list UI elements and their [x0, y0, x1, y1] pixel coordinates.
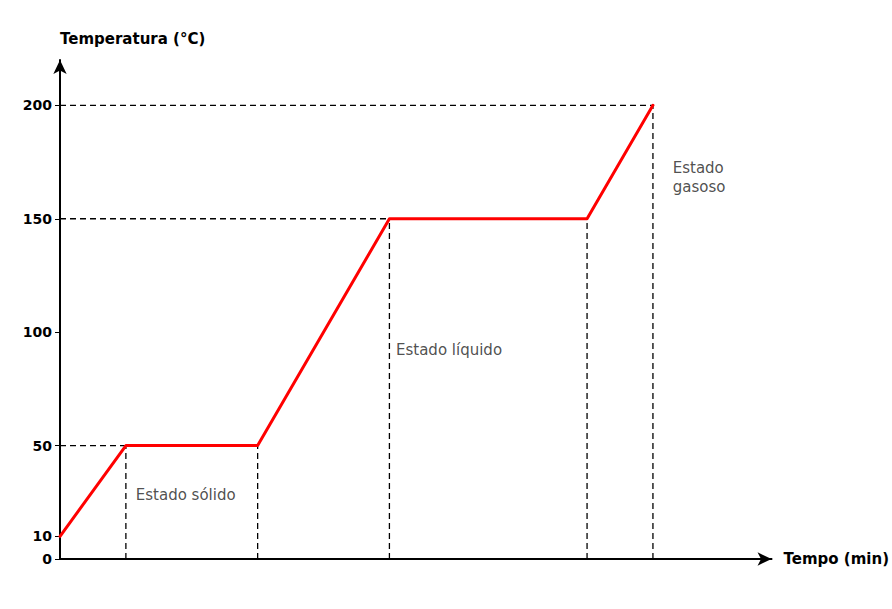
svg-text:0: 0 — [42, 551, 52, 567]
svg-text:Estado: Estado — [673, 159, 724, 177]
svg-text:50: 50 — [33, 438, 53, 454]
svg-text:Temperatura (°C): Temperatura (°C) — [60, 30, 205, 48]
svg-text:150: 150 — [23, 211, 52, 227]
svg-text:Estado sólido: Estado sólido — [136, 486, 236, 504]
svg-text:gasoso: gasoso — [673, 178, 726, 196]
svg-text:Tempo (min): Tempo (min) — [784, 550, 889, 568]
svg-text:10: 10 — [33, 528, 53, 544]
svg-text:200: 200 — [23, 97, 52, 113]
svg-text:Estado líquido: Estado líquido — [396, 341, 502, 359]
svg-text:100: 100 — [23, 324, 52, 340]
